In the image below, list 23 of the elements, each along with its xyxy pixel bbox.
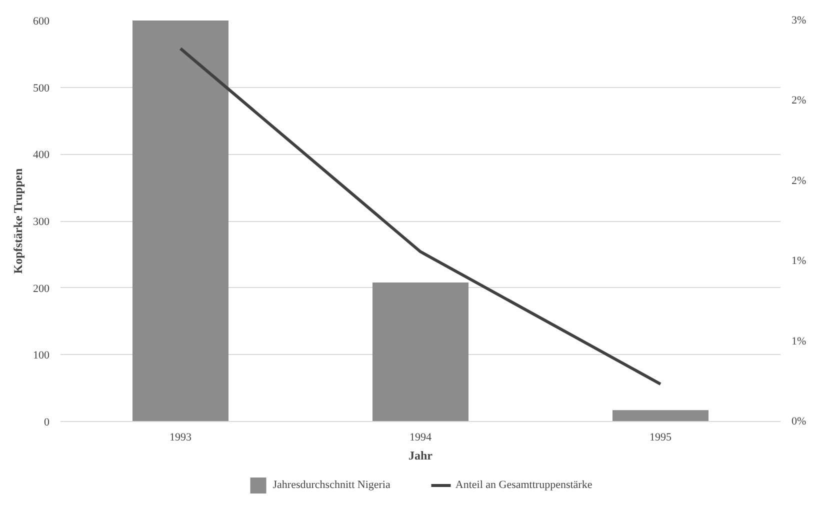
- y-tick-label: 400: [33, 149, 50, 162]
- y2-tick-label: 2%: [792, 174, 806, 187]
- y2-tick-label: 3%: [792, 14, 806, 26]
- x-tick-label: 1995: [650, 432, 672, 444]
- bar: [372, 282, 468, 422]
- y2-tick-label: 1%: [792, 335, 806, 348]
- y-tick-label: 500: [33, 82, 50, 94]
- y-axis-title: Kopfstärke Truppen: [11, 168, 25, 274]
- bar: [132, 20, 228, 422]
- y-tick-label: 100: [33, 350, 50, 362]
- x-tick-label: 1993: [170, 432, 192, 444]
- legend-label: Anteil an Gesamttruppenstärke: [455, 479, 592, 491]
- y-tick-label: 200: [33, 282, 50, 295]
- y2-tick-label: 2%: [792, 94, 806, 107]
- y-tick-label: 0: [44, 416, 50, 428]
- y-tick-label: 300: [33, 216, 50, 228]
- x-axis-title: Jahr: [408, 448, 434, 462]
- bar: [612, 410, 708, 422]
- y-tick-label: 600: [33, 16, 50, 28]
- y2-tick-label: 1%: [792, 255, 806, 268]
- y2-tick-label: 0%: [792, 416, 806, 428]
- legend-label: Jahresdurchschnitt Nigeria: [272, 479, 390, 491]
- x-tick-label: 1994: [410, 432, 432, 444]
